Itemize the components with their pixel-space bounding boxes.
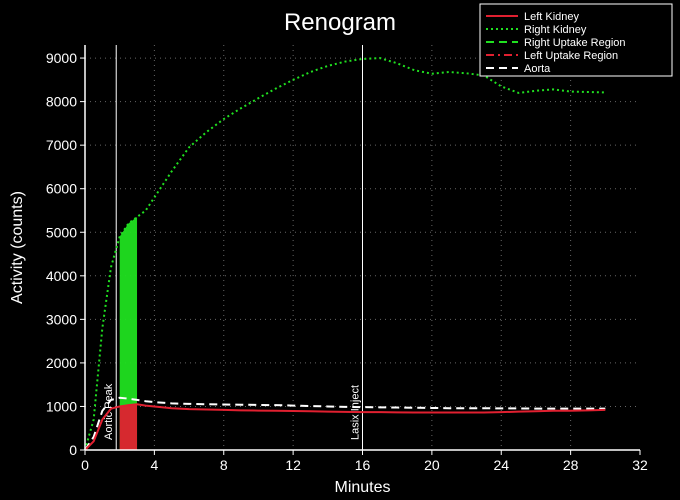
ytick-label: 0 [69, 442, 77, 458]
legend-label: Left Kidney [524, 11, 580, 23]
xtick-label: 0 [81, 457, 89, 473]
y-axis-label: Activity (counts) [9, 191, 26, 304]
renogram-chart: Aortic PeakLasix Inject01000200030004000… [0, 0, 680, 500]
legend-label: Right Uptake Region [524, 37, 626, 49]
xtick-label: 4 [150, 457, 158, 473]
ytick-label: 5000 [46, 224, 77, 240]
legend-label: Right Kidney [524, 24, 587, 36]
xtick-label: 28 [563, 457, 579, 473]
x-axis-label: Minutes [334, 479, 390, 496]
xtick-label: 24 [493, 457, 509, 473]
ytick-label: 2000 [46, 355, 77, 371]
ytick-label: 9000 [46, 50, 77, 66]
ytick-label: 8000 [46, 94, 77, 110]
xtick-label: 8 [220, 457, 228, 473]
ytick-label: 1000 [46, 398, 77, 414]
ytick-label: 6000 [46, 181, 77, 197]
ytick-label: 3000 [46, 311, 77, 327]
ytick-label: 7000 [46, 137, 77, 153]
ytick-label: 4000 [46, 268, 77, 284]
legend-label: Left Uptake Region [524, 50, 618, 62]
xtick-label: 16 [355, 457, 371, 473]
xtick-label: 12 [285, 457, 301, 473]
legend-label: Aorta [524, 63, 551, 75]
xtick-label: 32 [632, 457, 648, 473]
chart-title: Renogram [284, 9, 396, 36]
xtick-label: 20 [424, 457, 440, 473]
